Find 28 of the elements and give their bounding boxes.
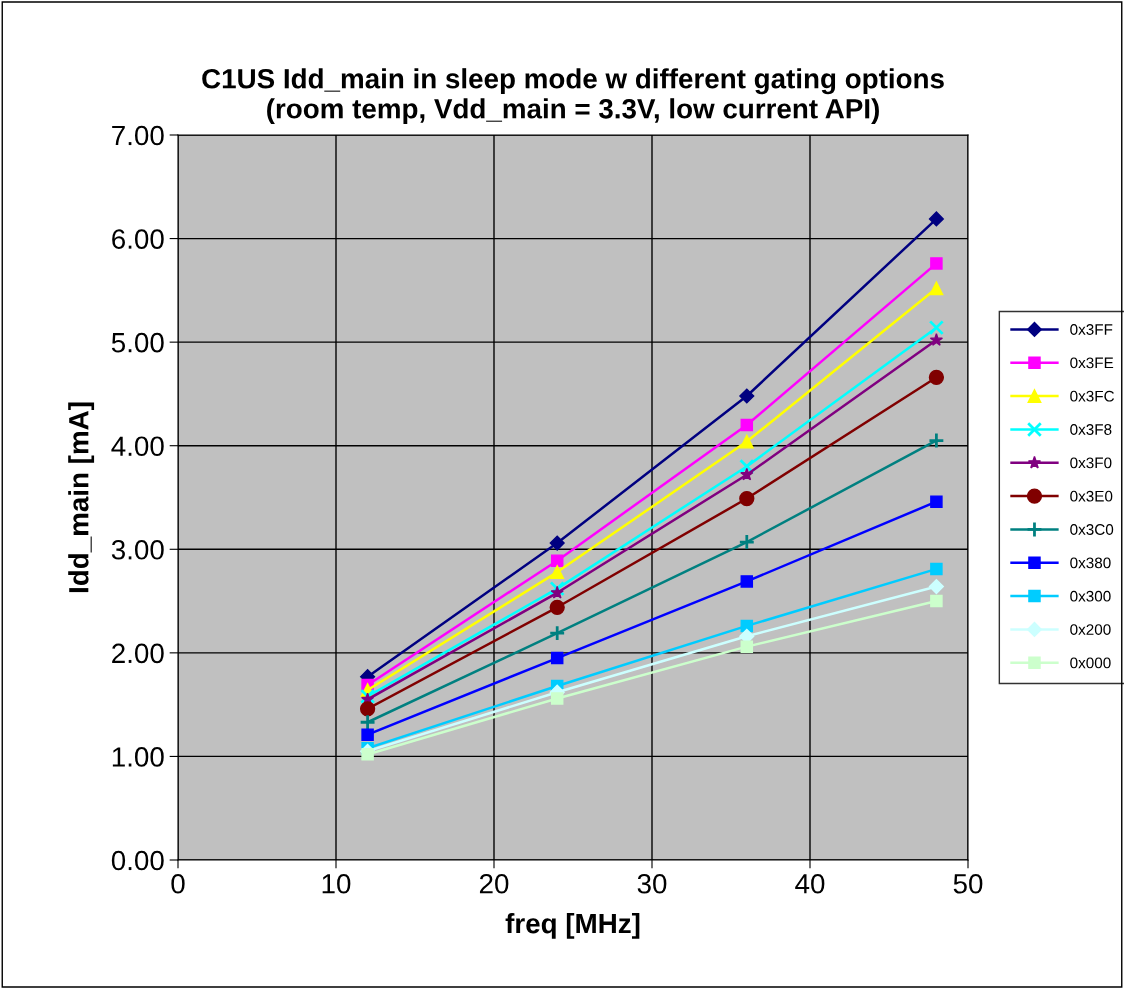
- legend-label: 0x3F0: [1070, 457, 1112, 469]
- legend-label: 0x200: [1070, 624, 1111, 635]
- legend-label: 0x380: [1070, 557, 1111, 569]
- legend-label: 0x000: [1070, 657, 1111, 669]
- legend-label: 0x3E0: [1070, 490, 1113, 502]
- y-axis-title: Idd_main [mA]: [68, 402, 95, 593]
- x-tick-label: 20: [479, 873, 509, 894]
- chart-title: C1US Idd_main in sleep mode w different gating options (room temp, Vdd_main = 3.3V, low current API): [202, 68, 944, 125]
- x-tick-label: 0: [171, 873, 185, 894]
- x-axis-title: freq [MHz]: [505, 912, 640, 939]
- y-tick-label: 1.00: [112, 747, 164, 767]
- legend-label: 0x3FC: [1070, 390, 1115, 402]
- x-tick-label: 30: [637, 873, 667, 894]
- y-tick-label: 5.00: [111, 332, 164, 353]
- legend-label: 0x3F8: [1070, 424, 1112, 435]
- y-tick-label: 4.00: [111, 436, 164, 457]
- legend-label: 0x3FE: [1070, 357, 1114, 369]
- legend-label: 0x300: [1070, 590, 1111, 602]
- y-tick-label: 0.00: [111, 850, 164, 871]
- legend-label: 0x3C0: [1070, 524, 1114, 535]
- y-tick-label: 2.00: [112, 643, 164, 664]
- x-tick-label: 50: [953, 873, 983, 894]
- y-tick-label: 7.00: [112, 125, 164, 146]
- y-tick-label: 6.00: [112, 229, 164, 249]
- x-tick-label: 10: [322, 873, 351, 894]
- x-tick-label: 40: [795, 873, 825, 894]
- y-tick-label: 3.00: [111, 539, 164, 560]
- legend-label: 0x3FF: [1070, 324, 1113, 335]
